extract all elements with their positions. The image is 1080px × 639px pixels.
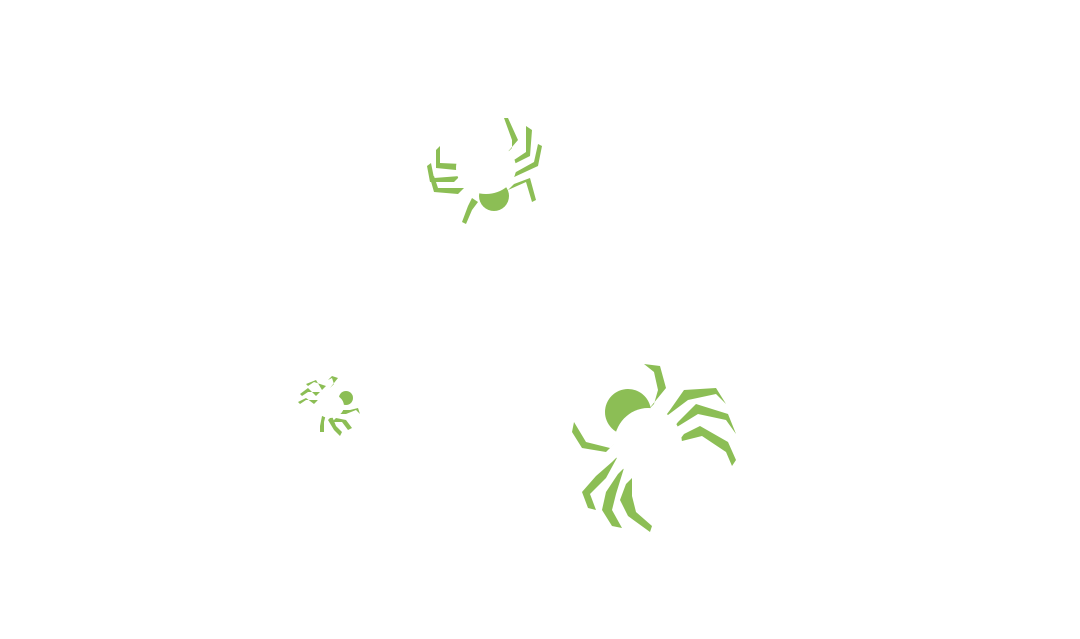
spider-tiny-left[interactable] [296, 370, 366, 440]
spider-small-top[interactable] [422, 110, 547, 225]
spider-icon [427, 118, 542, 224]
spider-icon [572, 364, 736, 532]
spider-icon [298, 376, 360, 436]
spider-large-right[interactable] [566, 360, 741, 532]
